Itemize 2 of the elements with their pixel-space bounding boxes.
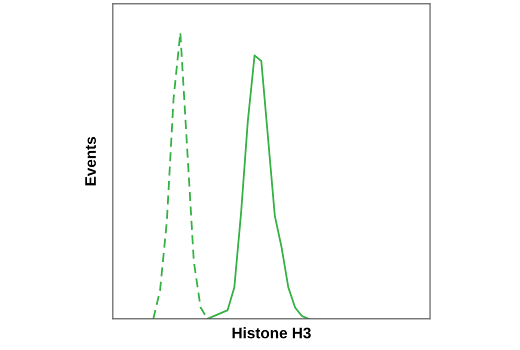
x-axis-title: Histone H3	[232, 327, 311, 338]
y-axis-title: Events	[85, 136, 96, 186]
